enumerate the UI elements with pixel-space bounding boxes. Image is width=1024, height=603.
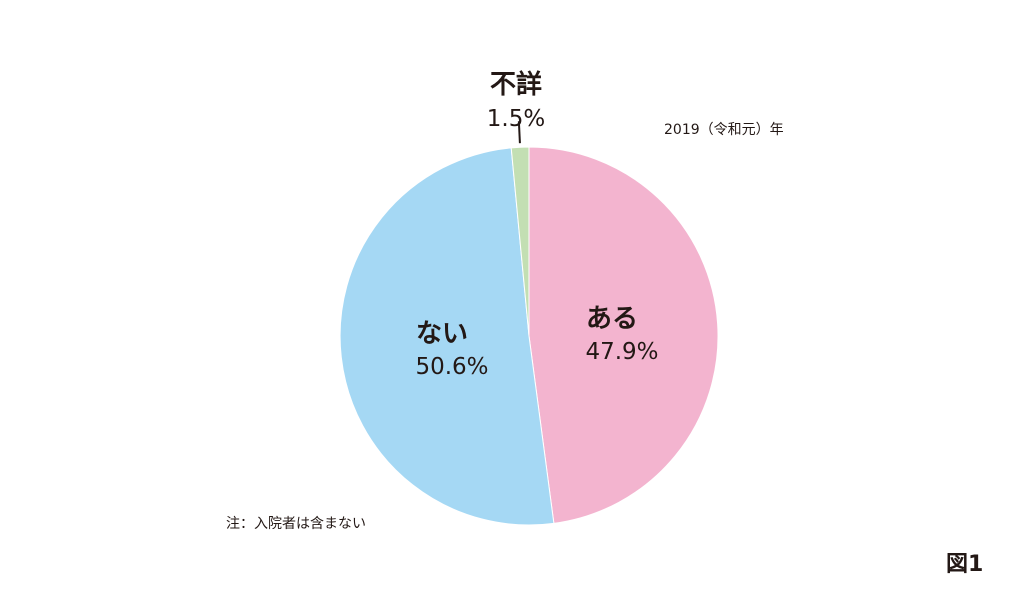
leader-line-fusho <box>517 121 521 144</box>
pie-slices <box>339 146 719 526</box>
slice-nai <box>339 147 555 526</box>
slice-value-nai: 50.6% <box>415 354 488 380</box>
year-caption: 2019（令和元）年 <box>664 122 784 138</box>
slice-value-aru: 47.9% <box>585 339 658 365</box>
slice-fusho <box>510 146 530 337</box>
slice-value-fusho: 1.5% <box>487 106 545 132</box>
slice-label-aru: ある <box>586 304 638 334</box>
slice-label-nai: ない <box>416 319 468 349</box>
footnote: 注：入院者は含まない <box>226 516 366 532</box>
slice-aru <box>528 146 719 524</box>
slice-label-fusho: 不詳 <box>490 69 542 100</box>
figure-number: 図1 <box>946 552 984 577</box>
